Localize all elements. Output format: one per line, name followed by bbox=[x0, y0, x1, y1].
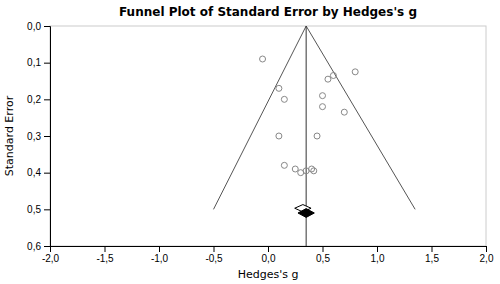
x-tick: -1,5 bbox=[96, 246, 114, 264]
x-tick-label: -1,5 bbox=[96, 253, 114, 264]
y-tick: 0,1 bbox=[27, 57, 50, 68]
y-tick-mark bbox=[44, 246, 50, 247]
x-tick-label: 1,5 bbox=[425, 253, 439, 264]
x-tick-mark bbox=[486, 246, 487, 252]
y-tick: 0,0 bbox=[27, 21, 50, 32]
point bbox=[314, 133, 320, 139]
y-tick-mark bbox=[44, 173, 50, 174]
point bbox=[281, 96, 287, 102]
x-tick-mark bbox=[159, 246, 160, 252]
x-tick: -2,0 bbox=[42, 246, 60, 264]
x-tick-mark bbox=[432, 246, 433, 252]
x-tick: 1,5 bbox=[425, 246, 439, 264]
point bbox=[311, 168, 317, 174]
y-axis-title: Standard Error bbox=[3, 95, 16, 176]
marks bbox=[214, 26, 416, 246]
y-tick-label: 0,6 bbox=[27, 241, 41, 252]
x-tick: 0,5 bbox=[316, 246, 330, 264]
x-tick: -1,0 bbox=[151, 246, 169, 264]
y-tick: 0,4 bbox=[27, 167, 50, 178]
x-tick: 0,0 bbox=[262, 246, 276, 264]
x-tick-mark bbox=[214, 246, 215, 252]
x-tick-label: 1,0 bbox=[371, 253, 385, 264]
x-tick-label: 0,0 bbox=[262, 253, 276, 264]
plot-frame bbox=[50, 26, 486, 246]
y-tick-label: 0,5 bbox=[27, 204, 41, 215]
point bbox=[276, 85, 282, 91]
point bbox=[352, 69, 358, 75]
point bbox=[281, 162, 287, 168]
title: Funnel Plot of Standard Error by Hedges'… bbox=[119, 5, 417, 19]
y-tick-label: 0,3 bbox=[27, 131, 41, 142]
x-axis: -2,0 -1,5 -1,0 -0,5 0,0 0,5 1,0 1,5 2,0 bbox=[42, 246, 494, 264]
point bbox=[320, 93, 326, 99]
y-tick-label: 0,4 bbox=[27, 167, 41, 178]
y-tick: 0,5 bbox=[27, 204, 50, 215]
y-tick-mark bbox=[44, 63, 50, 64]
point bbox=[330, 73, 336, 79]
x-tick-label: -1,0 bbox=[151, 253, 169, 264]
x-tick-label: -0,5 bbox=[205, 253, 223, 264]
plot: -2,0 -1,5 -1,0 -0,5 0,0 0,5 1,0 1,5 2,0 0,0 0,1 0,2… bbox=[27, 21, 494, 264]
y-axis: 0,0 0,1 0,2 0,3 0,4 0,5 0,6 bbox=[27, 21, 50, 252]
point bbox=[260, 56, 266, 62]
x-tick-mark bbox=[323, 246, 324, 252]
x-axis-domain bbox=[51, 247, 487, 253]
summary-diamond bbox=[298, 209, 314, 218]
y-tick-mark bbox=[44, 136, 50, 137]
x-tick-mark bbox=[105, 246, 106, 252]
x-tick: -0,5 bbox=[205, 246, 223, 264]
x-tick-label: -2,0 bbox=[42, 253, 60, 264]
x-tick: 1,0 bbox=[371, 246, 385, 264]
x-axis-title: Hedges's g bbox=[238, 268, 299, 281]
y-tick-mark bbox=[44, 26, 50, 27]
funnel-right-line bbox=[306, 26, 415, 209]
point bbox=[276, 133, 282, 139]
funnel-left-line bbox=[214, 26, 307, 209]
x-tick-mark bbox=[268, 246, 269, 252]
x-tick-label: 0,5 bbox=[316, 253, 330, 264]
x-tick-mark bbox=[377, 246, 378, 252]
x-tick-label: 2,0 bbox=[480, 253, 494, 264]
y-tick-label: 0,2 bbox=[27, 94, 41, 105]
y-tick-mark bbox=[44, 99, 50, 100]
y-tick-label: 0,1 bbox=[27, 57, 41, 68]
point bbox=[325, 76, 331, 82]
x-tick: 2,0 bbox=[480, 246, 494, 264]
point bbox=[341, 109, 347, 115]
y-tick-mark bbox=[44, 209, 50, 210]
chart: -2,0 -1,5 -1,0 -0,5 0,0 0,5 1,0 1,5 2,0 0,0 0,1 0,2… bbox=[0, 0, 500, 284]
y-tick-label: 0,0 bbox=[27, 21, 41, 32]
point bbox=[320, 104, 326, 110]
y-tick: 0,6 bbox=[27, 241, 50, 252]
y-axis-domain bbox=[44, 27, 51, 247]
y-tick: 0,3 bbox=[27, 131, 50, 142]
point bbox=[292, 166, 298, 172]
y-tick: 0,2 bbox=[27, 94, 50, 105]
